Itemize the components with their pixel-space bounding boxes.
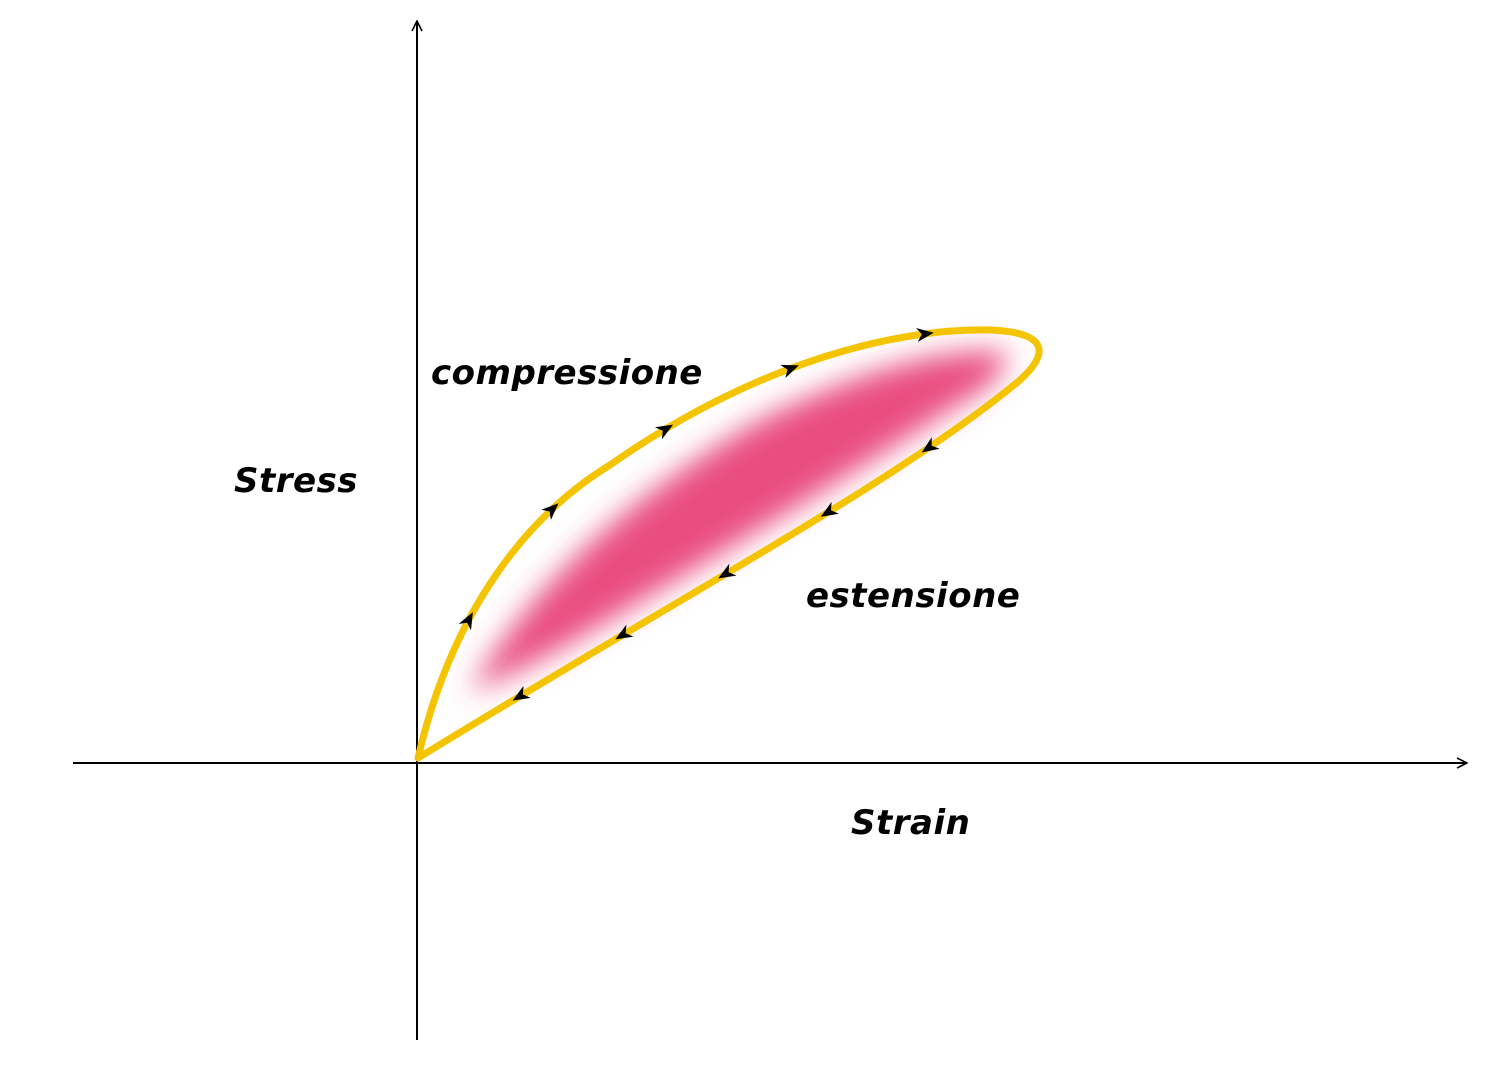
unloading-branch-label: estensione [806, 576, 1021, 616]
loading-branch-label: compressione [431, 353, 703, 393]
y-axis-label: Stress [234, 461, 359, 501]
direction-arrow-icon [654, 424, 674, 440]
direction-arrows [458, 327, 940, 701]
direction-arrow-icon [615, 624, 634, 640]
x-axis-label: Strain [851, 803, 971, 843]
direction-arrow-icon [541, 503, 559, 520]
direction-arrow-icon [458, 612, 473, 631]
hysteresis-loop [414, 326, 1043, 762]
direction-arrow-icon [718, 563, 737, 579]
loop-fill [470, 350, 1007, 692]
direction-arrow-icon [512, 685, 531, 701]
direction-arrow-icon [921, 437, 940, 453]
direction-arrow-icon [820, 501, 839, 517]
direction-arrow-icon [780, 364, 799, 378]
direction-arrow-icon [915, 327, 934, 342]
